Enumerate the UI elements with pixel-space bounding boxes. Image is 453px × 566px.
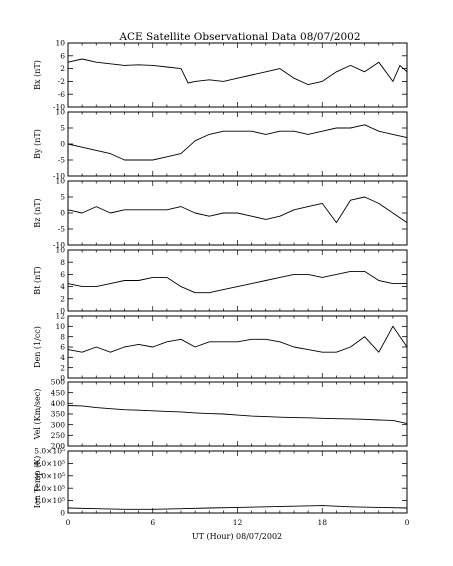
x-tick-label: 0 [405, 518, 410, 527]
panel-by: 10 5 0 -5 -10 By (nT) [33, 108, 408, 181]
y-tick-label: 400 [51, 399, 66, 408]
y-tick-label: 0 [60, 209, 65, 218]
panel-iontemp: 5.0×10⁵ 4.0×10⁵ 3.0×10⁵ 2.0×10⁵ 1.0×10⁵ 0 Ion … [33, 447, 408, 518]
y-tick-label: 200 [51, 442, 66, 451]
chart-title: ACE Satellite Observational Data 08/07/2… [118, 31, 360, 43]
y-tick-label: 0 [60, 140, 65, 149]
series-line-vel [67, 405, 408, 425]
panel-bx: 10 6 2 -2 -6 -10 Bx (nT) [33, 39, 408, 112]
panel-frame [67, 315, 408, 379]
x-tick-label: 0 [66, 518, 71, 527]
panel-bz: 10 5 0 -5 -10 Bz (nT) [33, 177, 408, 250]
y-tick-label: 4 [60, 353, 65, 362]
series-line-bz [67, 196, 408, 224]
y-tick-label: 2.0×10⁵ [34, 484, 65, 493]
series-line-bx [67, 58, 408, 86]
y-tick-label: -6 [58, 90, 66, 99]
panel-bt: 10 8 6 4 2 0 Bt (nT) [33, 246, 408, 316]
y-tick-label: 6 [60, 270, 65, 279]
y-tick-label: 2 [60, 294, 65, 303]
y-tick-label: 5 [60, 124, 65, 133]
y-tick-label: 10 [55, 177, 65, 186]
y-tick-label: -5 [58, 156, 66, 165]
y-tick-label: 5.0×10⁵ [34, 447, 65, 456]
panel-frame [67, 381, 408, 447]
x-tick-label: 6 [150, 518, 155, 527]
series-line-iontemp [67, 505, 408, 510]
y-tick-label: 1.0×10⁵ [34, 496, 65, 505]
y-tick-label: 12 [55, 312, 65, 321]
x-tick-label: 12 [233, 518, 243, 527]
y-tick-label: 0 [60, 374, 65, 383]
y-tick-label: 6 [60, 51, 65, 60]
y-axis-label: Bt (nT) [33, 266, 42, 294]
y-tick-label: 4 [60, 282, 65, 291]
y-tick-label: 3.0×10⁵ [34, 471, 65, 480]
y-axis-label: Bz (nT) [33, 198, 42, 227]
y-tick-label: -10 [53, 103, 65, 112]
panel-frame [67, 111, 408, 177]
series-line-den [67, 325, 408, 353]
y-tick-label: 2 [60, 64, 65, 73]
y-tick-label: 5 [60, 193, 65, 202]
y-tick-label: 350 [51, 410, 66, 419]
series-line-by [67, 124, 408, 161]
y-axis-label: Den (1/cc) [33, 326, 42, 368]
y-axis-label: Vel (Km/sec) [33, 389, 42, 441]
y-tick-label: 10 [55, 108, 65, 117]
y-tick-label: 2 [60, 363, 65, 372]
panel-frame [67, 42, 408, 108]
y-tick-label: 0 [60, 307, 65, 316]
x-tick-label: 18 [317, 518, 327, 527]
y-tick-label: -10 [53, 241, 65, 250]
y-tick-label: 450 [51, 388, 66, 397]
y-tick-label: 300 [51, 420, 66, 429]
y-axis-label: Bx (nT) [33, 60, 42, 90]
panel-frame [67, 450, 408, 514]
y-tick-label: -10 [53, 172, 65, 181]
x-tick-labels: 0 6 12 18 0 [66, 518, 410, 527]
panel-frame [67, 249, 408, 312]
y-axis-label: By (nT) [33, 129, 42, 159]
y-tick-label: 500 [51, 378, 66, 387]
x-axis-label: UT (Hour) 08/07/2002 [192, 532, 282, 541]
y-tick-label: 8 [60, 258, 65, 267]
y-tick-label: 10 [55, 39, 65, 48]
y-tick-label: 8 [60, 332, 65, 341]
panels-group: 10 6 2 -2 -6 -10 Bx (nT) 10 5 0 -5 -10 By (nT) 10 5 0 -5… [33, 39, 408, 518]
y-tick-label: 6 [60, 343, 65, 352]
y-tick-label: 10 [55, 246, 65, 255]
y-tick-label: 10 [55, 322, 65, 331]
y-axis-label: Ion Temp (K) [33, 456, 42, 509]
y-tick-label: 0 [60, 509, 65, 518]
y-tick-label: -5 [58, 225, 66, 234]
y-tick-label: 4.0×10⁵ [34, 459, 65, 468]
series-line-bt [67, 270, 407, 294]
y-tick-label: 250 [51, 431, 66, 440]
y-tick-label: -2 [58, 77, 66, 86]
